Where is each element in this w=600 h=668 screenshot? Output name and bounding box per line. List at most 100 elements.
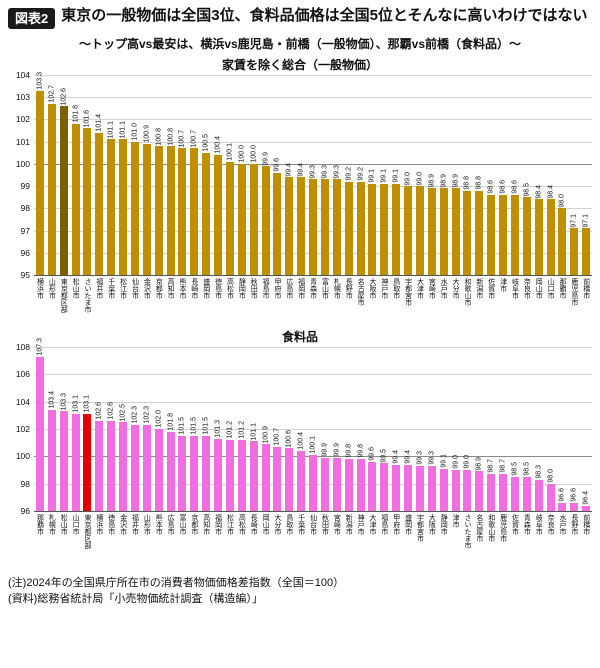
bar (202, 435, 211, 511)
bar-value-label: 100.4 (214, 136, 222, 154)
bar (463, 470, 472, 511)
x-axis-label: 新潟市 (343, 512, 355, 570)
bar-value-label: 99.6 (368, 447, 376, 461)
x-axis-label: 神戸市 (355, 512, 367, 570)
x-axis-labels: 那覇市 札幌市 松山市 山口市 東京都区部 横浜市 徳島市 金沢市 福井市 山形市 熊本市 広島市 富山… (34, 512, 592, 570)
bar-slot: 99.3 (319, 75, 331, 275)
bar-slot: 101.3 (212, 347, 224, 511)
bar (368, 461, 377, 511)
city-name: 札幌市 (333, 278, 341, 299)
bar (261, 444, 270, 511)
x-axis-label: 宇都宮市 (402, 276, 414, 326)
chart-general-prices: 家賃を除く総合（一般物価） 104 103 102 101 100 99 98 97 96 95 … (8, 56, 592, 326)
bar-slot: 98.8 (462, 75, 474, 275)
city-name: 松山市 (72, 278, 80, 299)
x-axis-label: 山形市 (141, 512, 153, 570)
city-name: 名古屋市 (475, 514, 483, 542)
bar-value-label: 101.3 (214, 420, 222, 438)
x-axis-label: 京都市 (188, 512, 200, 570)
city-name: 高松市 (238, 514, 246, 535)
bar-slot: 99.9 (331, 347, 343, 511)
bar (237, 439, 246, 511)
bar-slot: 102.3 (129, 347, 141, 511)
bar-slot: 100.1 (224, 75, 236, 275)
city-name: 広島市 (285, 278, 293, 299)
bar-slot: 99.2 (343, 75, 355, 275)
x-axis-label: 広島市 (283, 276, 295, 326)
bar-slot: 101.5 (200, 347, 212, 511)
city-name: 金沢市 (143, 278, 151, 299)
bar-value-label: 98.0 (558, 193, 566, 208)
city-name: 松江市 (119, 278, 127, 299)
bar-value-label: 98.4 (547, 184, 555, 199)
bar (130, 424, 139, 511)
bar-slot: 99.4 (402, 347, 414, 511)
bar-slot: 102.7 (46, 75, 58, 275)
bar (404, 464, 413, 511)
city-name: 岐阜市 (511, 278, 519, 299)
bar (47, 103, 56, 275)
bar-slot: 101.0 (129, 75, 141, 275)
bar-value-label: 101.4 (95, 114, 103, 132)
bar-slot: 99.4 (390, 347, 402, 511)
bar-slot: 99.9 (260, 75, 272, 275)
bar (380, 463, 389, 511)
bar (249, 163, 258, 275)
bar (392, 183, 401, 275)
x-axis-label: 奈良市 (545, 512, 557, 570)
bar-slot: 100.8 (153, 75, 165, 275)
bar-value-label: 102.6 (60, 87, 68, 106)
x-axis-label: 那覇市 (34, 512, 46, 570)
bar-slot: 98.7 (485, 347, 497, 511)
x-axis-label: さいたま市 (82, 276, 94, 326)
bar (309, 179, 318, 275)
bar-slot: 98.9 (450, 75, 462, 275)
city-name: 秋田市 (250, 278, 258, 299)
bar-slot: 99.8 (343, 347, 355, 511)
city-name: 和歌山市 (487, 514, 495, 542)
city-name: 甲府市 (273, 278, 281, 299)
bars-container: 103.3 102.7 102.6 101.8 101.6 101.4 101.1 101.1… (34, 72, 592, 276)
x-axis-label: 福岡市 (295, 276, 307, 326)
bar-slot: 98.5 (521, 347, 533, 511)
bar (427, 465, 436, 511)
bar (404, 186, 413, 275)
bar (558, 208, 567, 275)
bar-slot: 98.6 (509, 75, 521, 275)
bar (487, 474, 496, 511)
x-axis-label: 岐阜市 (509, 276, 521, 326)
bar (178, 148, 187, 275)
bar (356, 459, 365, 511)
bar-highlight-tokyo (83, 413, 92, 511)
bar (202, 152, 211, 275)
bar (190, 148, 199, 275)
x-axis-label: 札幌市 (331, 276, 343, 326)
city-name: 岡山市 (262, 514, 270, 535)
bar-slot: 99.4 (283, 75, 295, 275)
y-axis-label: 102 (15, 423, 30, 434)
x-axis-label: 和歌山市 (485, 512, 497, 570)
x-axis-label: 福島市 (260, 276, 272, 326)
x-axis-label: 熊本市 (153, 512, 165, 570)
x-axis-label: 宇都宮市 (414, 512, 426, 570)
bar-value-label: 99.1 (380, 169, 388, 183)
bar-value-label: 101.1 (107, 120, 115, 139)
y-axis-label: 98 (20, 478, 30, 489)
bar-value-label: 99.8 (357, 444, 365, 459)
bar (392, 464, 401, 511)
bar-value-label: 101.6 (83, 109, 91, 128)
city-name: 千葉市 (107, 278, 115, 299)
bar-slot: 100.7 (177, 75, 189, 275)
bar (273, 446, 282, 511)
x-axis-label: 福井市 (93, 276, 105, 326)
x-axis-label: 長崎市 (188, 276, 200, 326)
bar (273, 172, 282, 275)
y-axis: 108 106 104 102 100 98 96 (8, 343, 34, 515)
x-axis-label: 大阪市 (426, 512, 438, 570)
city-name: 仙台市 (309, 514, 317, 535)
x-axis-label: 大津市 (414, 276, 426, 326)
bars-container: 107.3 103.4 103.3 103.1 103.1 102.6 102.6 102.5… (34, 338, 592, 512)
city-name: 鹿児島市 (570, 278, 578, 306)
x-axis-label: 岐阜市 (533, 512, 545, 570)
